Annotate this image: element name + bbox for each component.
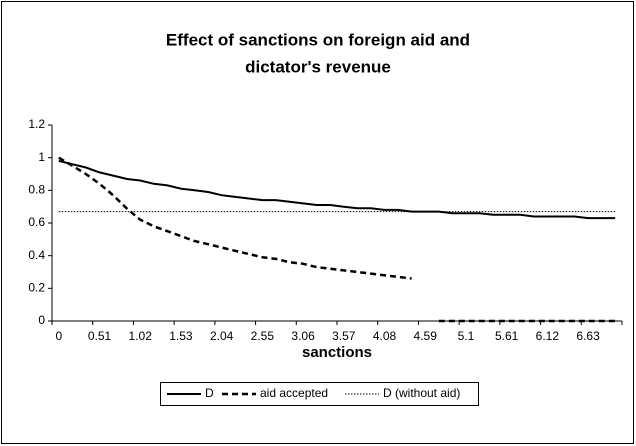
y-tick-label: 1.2 bbox=[28, 117, 45, 131]
x-tick-label: 5.61 bbox=[495, 329, 519, 343]
x-tick-label: 2.55 bbox=[251, 329, 275, 343]
x-tick-label: 5.1 bbox=[458, 329, 475, 343]
y-tick-label: 0.6 bbox=[28, 215, 45, 229]
y-tick-label: 0.8 bbox=[28, 183, 45, 197]
chart-title: Effect of sanctions on foreign aid and bbox=[166, 30, 470, 49]
x-tick-label: 4.08 bbox=[373, 329, 397, 343]
x-tick-label: 1.02 bbox=[129, 329, 153, 343]
series-line bbox=[58, 156, 616, 323]
y-tick-label: 1 bbox=[38, 150, 45, 164]
legend-label: D (without aid) bbox=[383, 386, 460, 400]
y-tick-label: 0.4 bbox=[28, 248, 45, 262]
x-tick-label: 3.06 bbox=[291, 329, 315, 343]
y-tick-label: 0.2 bbox=[28, 281, 45, 295]
legend-box bbox=[160, 382, 479, 406]
series-line bbox=[58, 159, 616, 220]
x-tick-label: 6.63 bbox=[576, 329, 600, 343]
x-tick-label: 0.51 bbox=[88, 329, 112, 343]
x-tick-label: 4.59 bbox=[414, 329, 438, 343]
chart-title: dictator's revenue bbox=[245, 57, 391, 76]
x-tick-label: 3.57 bbox=[332, 329, 356, 343]
y-tick-label: 0 bbox=[38, 313, 45, 327]
x-tick-label: 6.12 bbox=[536, 329, 560, 343]
x-tick-label: 2.04 bbox=[210, 329, 234, 343]
x-tick-label: 0 bbox=[55, 329, 62, 343]
x-tick-label: 1.53 bbox=[169, 329, 193, 343]
legend-label: aid accepted bbox=[260, 386, 328, 400]
x-axis-title: sanctions bbox=[302, 344, 372, 361]
legend-label: D bbox=[205, 386, 214, 400]
